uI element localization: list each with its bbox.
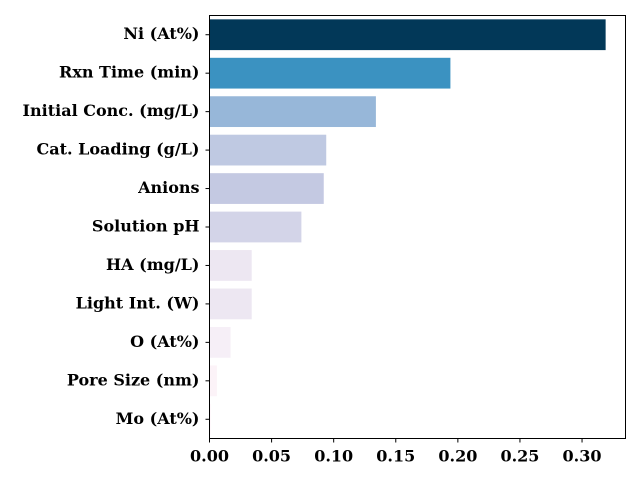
category-label: Light Int. (W) [76, 293, 200, 312]
bar-1 [209, 57, 451, 89]
category-label: Initial Conc. (mg/L) [23, 101, 200, 120]
x-tick-label: 0.15 [376, 447, 415, 466]
category-label: O (At%) [130, 332, 199, 351]
x-tick-label: 0.00 [190, 447, 229, 466]
category-label: Cat. Loading (g/L) [37, 140, 200, 159]
category-label: Solution pH [92, 217, 200, 236]
bar-5 [209, 211, 302, 243]
x-tick-label: 0.10 [314, 447, 353, 466]
x-tick-label: 0.20 [438, 447, 477, 466]
bar-10 [209, 403, 211, 435]
bar-2 [209, 96, 376, 128]
category-label: HA (mg/L) [106, 255, 199, 274]
x-tick-label: 0.30 [563, 447, 602, 466]
category-label: Pore Size (nm) [67, 370, 200, 389]
bars-group [209, 19, 606, 435]
x-tick-label: 0.05 [252, 447, 291, 466]
x-ticks-group: 0.00 0.05 0.10 0.15 0.20 0.25 0.30 [190, 438, 602, 466]
bar-8 [209, 326, 231, 358]
bar-7 [209, 288, 252, 320]
category-labels-group: Ni (At%) Rxn Time (min) Initial Conc. (mg/… [23, 24, 210, 428]
plot-frame [209, 15, 626, 439]
category-label: Mo (At%) [116, 409, 200, 428]
x-tick-label: 0.25 [500, 447, 539, 466]
bar-6 [209, 250, 252, 281]
category-label: Ni (At%) [123, 24, 199, 43]
category-label: Anions [137, 178, 199, 197]
bar-4 [209, 173, 324, 204]
category-label: Rxn Time (min) [59, 63, 199, 82]
bar-9 [209, 365, 217, 397]
bar-0 [209, 19, 606, 51]
bar-3 [209, 134, 327, 166]
